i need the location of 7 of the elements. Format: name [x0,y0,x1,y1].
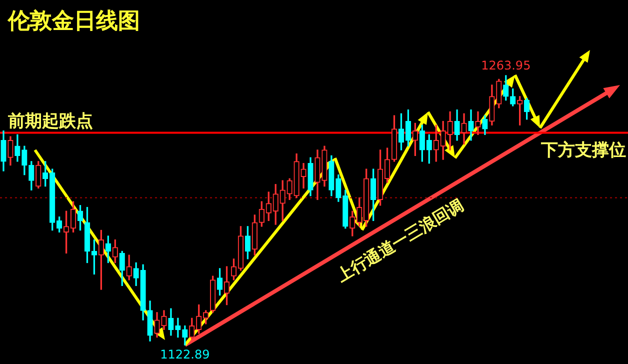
chart-title: 伦敦金日线图 [8,8,140,36]
annotation: 下方支撑位 [540,140,626,161]
ref-line-label: 前期起跌点 [7,112,93,132]
annotation: 上行通道一三浪回调 [332,195,467,286]
candlestick [175,318,181,338]
annotation: 1263.95 [481,58,531,73]
annotation: 1122.89 [160,347,210,362]
